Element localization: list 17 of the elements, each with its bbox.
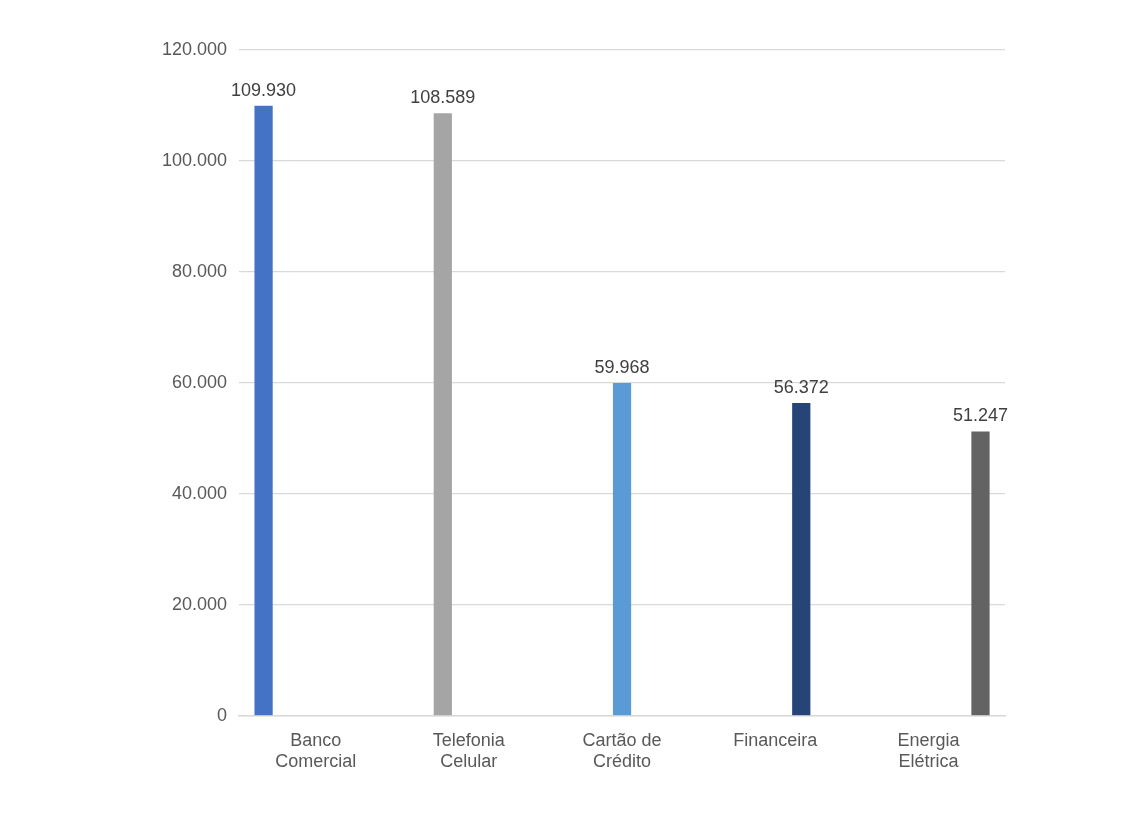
x-tick-label: Telefonia Celular	[432, 729, 506, 772]
x-tick-label: Financeira	[733, 729, 819, 750]
y-tick-label: 60.000	[172, 371, 228, 392]
x-tick-label: Banco Comercial	[275, 729, 357, 772]
y-tick-label: 100.000	[161, 149, 228, 170]
data-label: 51.247	[952, 405, 1009, 426]
data-label: 59.968	[594, 357, 650, 378]
data-label: 109.930	[231, 79, 297, 100]
y-tick-label: 120.000	[161, 38, 228, 59]
data-label: 56.372	[773, 377, 829, 397]
y-tick-label: 80.000	[172, 260, 228, 281]
y-tick-label: 0	[217, 704, 228, 725]
data-label: 108.589	[410, 87, 476, 108]
x-tick-label: Cartão de Crédito	[582, 729, 662, 772]
y-tick-label: 20.000	[172, 593, 228, 614]
x-tick-label: Energia Elétrica	[897, 729, 961, 772]
y-tick-label: 40.000	[172, 482, 228, 503]
